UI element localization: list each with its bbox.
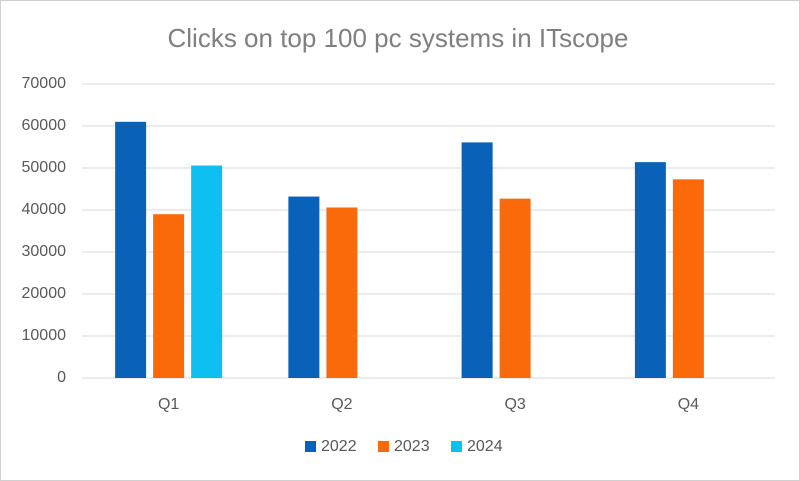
y-tick-label: 20000	[22, 285, 67, 302]
bar	[288, 196, 320, 378]
legend-label: 2024	[467, 438, 503, 455]
legend-swatch	[305, 441, 316, 452]
bar	[672, 179, 704, 378]
chart-title: Clicks on top 100 pc systems in ITscope	[168, 23, 629, 53]
y-tick-label: 70000	[22, 75, 67, 92]
legend-swatch	[451, 441, 462, 452]
bar	[115, 121, 147, 379]
y-tick-label: 50000	[22, 159, 67, 176]
legend-label: 2022	[321, 438, 357, 455]
legend-swatch	[378, 441, 389, 452]
bar	[191, 165, 223, 378]
bar	[153, 214, 185, 378]
bar	[499, 198, 531, 378]
bar	[461, 142, 493, 378]
x-tick-label: Q4	[678, 396, 699, 413]
legend-label: 2023	[394, 438, 430, 455]
y-tick-label: 60000	[22, 117, 67, 134]
y-tick-label: 30000	[22, 243, 67, 260]
x-tick-label: Q1	[158, 396, 179, 413]
y-tick-label: 0	[57, 369, 66, 386]
bar	[326, 207, 358, 378]
y-tick-label: 10000	[22, 327, 67, 344]
bar	[634, 162, 666, 378]
x-tick-label: Q3	[504, 396, 525, 413]
y-tick-label: 40000	[22, 201, 67, 218]
x-tick-label: Q2	[331, 396, 352, 413]
